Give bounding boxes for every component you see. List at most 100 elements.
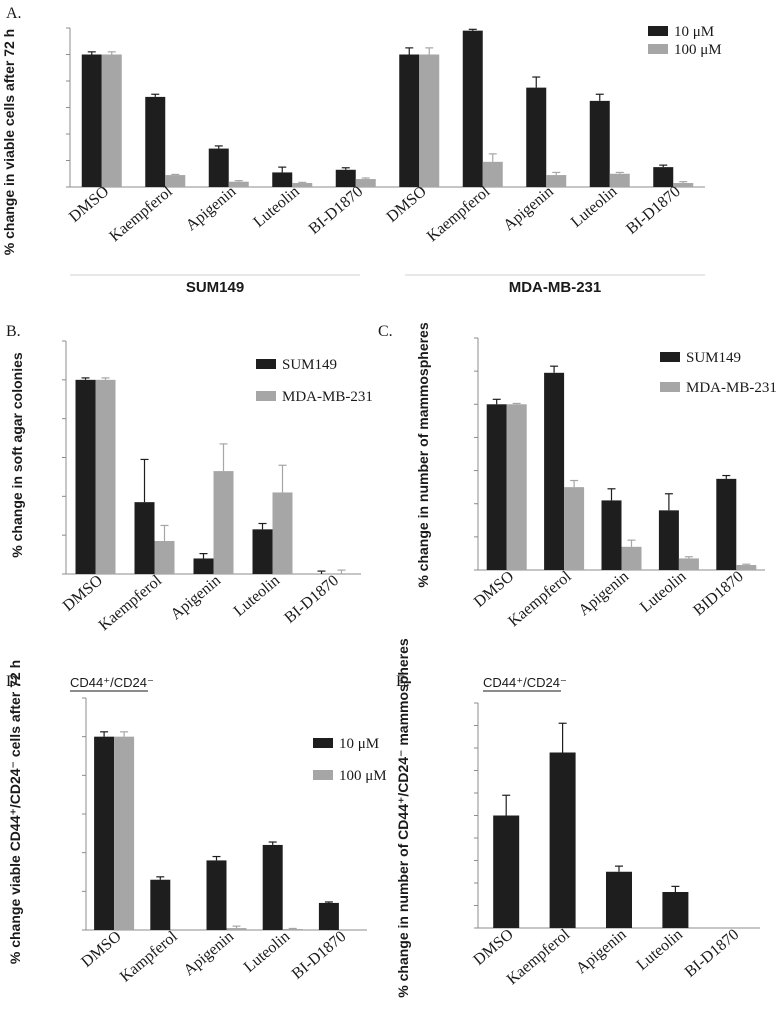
category-label: BI-D1870: [306, 183, 367, 238]
group-mda-label: MDA-MB-231: [509, 279, 602, 296]
bar-series2: [95, 379, 116, 574]
panel-e-plot: % change in number of CD44⁺/CD24⁻ mammos…: [395, 638, 760, 998]
category-label: Apigenin: [573, 926, 630, 977]
legend-label: MDA-MB-231: [282, 389, 373, 405]
bar-series1: [544, 372, 565, 570]
panel-c: C. % change in number of mammospheres DMS…: [378, 322, 777, 630]
panel-d-subtitle: CD44⁺/CD24⁻: [70, 675, 154, 690]
legend-label: 10 μM: [339, 736, 379, 752]
bar-series1: [206, 860, 227, 930]
legend-swatch: [660, 382, 680, 392]
bar-series1: [716, 478, 737, 570]
bar-series1: [335, 169, 356, 187]
category-label: Luteolin: [637, 568, 689, 616]
legend-label: 100 μM: [339, 768, 387, 784]
legend-label: 100 μM: [674, 42, 722, 58]
panel-e: E. CD44⁺/CD24⁻ % change in number of CD4…: [395, 638, 760, 998]
bar-series1: [526, 87, 547, 187]
bar-series2: [282, 929, 303, 930]
group-sum149-label: SUM149: [186, 279, 244, 296]
bar-series2: [228, 181, 249, 187]
panel-a: A. % change in viable cells after 72 h DM…: [1, 5, 722, 296]
bar-series1: [549, 752, 576, 928]
bar-series1: [318, 902, 339, 930]
legend-label: 10 μM: [674, 24, 714, 40]
panel-e-subtitle: CD44⁺/CD24⁻: [483, 675, 567, 690]
bar-series2: [546, 175, 567, 187]
bar-series1: [262, 844, 283, 930]
bar-series1: [493, 815, 520, 928]
bar-series1: [94, 736, 115, 930]
bar-series1: [134, 502, 155, 574]
category-label: Kaempferol: [504, 926, 574, 988]
panel-c-letter: C.: [378, 323, 393, 340]
legend-label: SUM149: [282, 357, 337, 373]
panel-e-letter: E.: [396, 673, 410, 690]
y-axis-label: % change in number of CD44⁺/CD24⁻ mammos…: [395, 638, 411, 998]
bar-series1: [81, 54, 102, 187]
bar-series1: [150, 879, 171, 930]
bar-series1: [462, 30, 483, 188]
bar-series1: [662, 892, 689, 928]
category-label: DMSO: [78, 928, 124, 971]
category-label: DMSO: [66, 183, 112, 226]
legend-swatch: [648, 26, 668, 36]
bar-series2: [154, 540, 175, 574]
category-label: DMSO: [60, 572, 106, 615]
category-label: BI-D1870: [281, 572, 342, 627]
category-label: Luteolin: [568, 183, 620, 231]
bar-series1: [486, 404, 507, 570]
bar-series2: [101, 54, 122, 187]
bar-series1: [589, 100, 610, 187]
legend-swatch: [256, 391, 276, 401]
category-label: BI-D1870: [623, 183, 684, 238]
category-label: Apigenin: [576, 568, 633, 619]
bar-series2: [272, 492, 293, 574]
bar-series2: [564, 487, 585, 570]
panel-a-letter: A.: [6, 5, 22, 22]
legend-label: SUM149: [686, 350, 741, 366]
bar-series2: [506, 404, 527, 570]
category-label: Luteolin: [250, 183, 302, 231]
legend-swatch: [648, 44, 668, 54]
bar-series1: [653, 167, 674, 187]
category-label: Kampferol: [117, 928, 181, 986]
y-axis-label: % change in number of mammospheres: [415, 322, 431, 587]
panel-b: B. % change in soft agar colonies DMSOKae…: [6, 323, 373, 634]
y-axis-label: % change viable CD44⁺/CD24⁻ cells after …: [7, 660, 23, 964]
bar-series1: [601, 500, 622, 570]
bar-series2: [678, 558, 699, 570]
category-label: Apigenin: [181, 928, 238, 979]
category-label: BI-D1870: [682, 926, 743, 981]
legend-swatch: [313, 738, 333, 748]
category-label: Kaempferol: [505, 568, 575, 630]
panel-a-plot: % change in viable cells after 72 h DMSOK…: [1, 24, 722, 255]
bar-series2: [609, 173, 630, 187]
legend-swatch: [313, 770, 333, 780]
bar-series1: [399, 54, 420, 187]
category-label: Kaempferol: [106, 183, 176, 245]
y-axis-label: % change in soft agar colonies: [9, 352, 25, 558]
bar-series2: [482, 161, 503, 187]
category-label: Kaempferol: [424, 183, 494, 245]
bar-series2: [114, 736, 135, 930]
bar-series1: [75, 379, 96, 574]
panel-d-plot: % change viable CD44⁺/CD24⁻ cells after …: [7, 660, 387, 986]
bar-series2: [736, 565, 757, 570]
panel-d-letter: D.: [6, 673, 22, 690]
bar-series1: [145, 96, 166, 187]
panel-c-plot: % change in number of mammospheres DMSOKa…: [415, 322, 777, 630]
category-label: Kaempferol: [96, 572, 166, 634]
category-label: Luteolin: [241, 928, 293, 976]
category-label: Apigenin: [500, 183, 557, 234]
bar-series2: [292, 183, 313, 187]
bar-series2: [621, 546, 642, 570]
bar-series2: [355, 179, 376, 187]
bar-series1: [658, 510, 679, 570]
category-label: Apigenin: [183, 183, 240, 234]
bar-series2: [673, 183, 694, 187]
bar-series1: [606, 871, 632, 928]
legend-swatch: [660, 352, 680, 362]
bar-series2: [226, 928, 247, 930]
